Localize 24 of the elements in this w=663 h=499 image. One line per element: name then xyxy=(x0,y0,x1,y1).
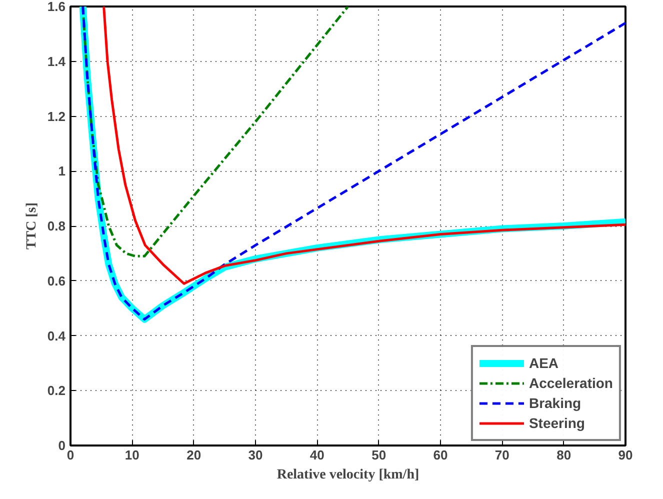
x-tick-label: 20 xyxy=(186,448,202,462)
legend-label: Steering xyxy=(528,415,585,431)
x-tick-label: 50 xyxy=(372,448,386,462)
legend-label: AEA xyxy=(528,355,559,371)
y-tick-label: 0 xyxy=(58,438,66,453)
x-tick-label: 40 xyxy=(310,448,324,462)
y-tick-label: 1.6 xyxy=(47,0,66,14)
y-tick-label: 1 xyxy=(58,164,66,179)
y-tick-label: 1.2 xyxy=(47,108,66,124)
x-tick-label: 70 xyxy=(494,448,510,462)
y-tick-label: 0.6 xyxy=(47,273,66,288)
x-tick-label: 30 xyxy=(248,448,263,462)
x-axis-title: Relative velocity [km/h] xyxy=(276,468,420,482)
legend-label: Acceleration xyxy=(528,375,613,391)
x-tick-label: 10 xyxy=(124,448,140,462)
y-tick-label: 0.2 xyxy=(47,383,66,398)
x-tick-label: 80 xyxy=(556,448,572,462)
legend-label: Braking xyxy=(528,395,582,411)
y-tick-label: 0.4 xyxy=(47,328,66,344)
x-tick-label: 90 xyxy=(618,448,633,462)
y-tick-label: 0.8 xyxy=(47,218,66,234)
y-tick-label: 1.4 xyxy=(47,54,66,69)
y-axis-title: TTC [s] xyxy=(24,202,40,250)
x-tick-label: 60 xyxy=(433,448,448,462)
